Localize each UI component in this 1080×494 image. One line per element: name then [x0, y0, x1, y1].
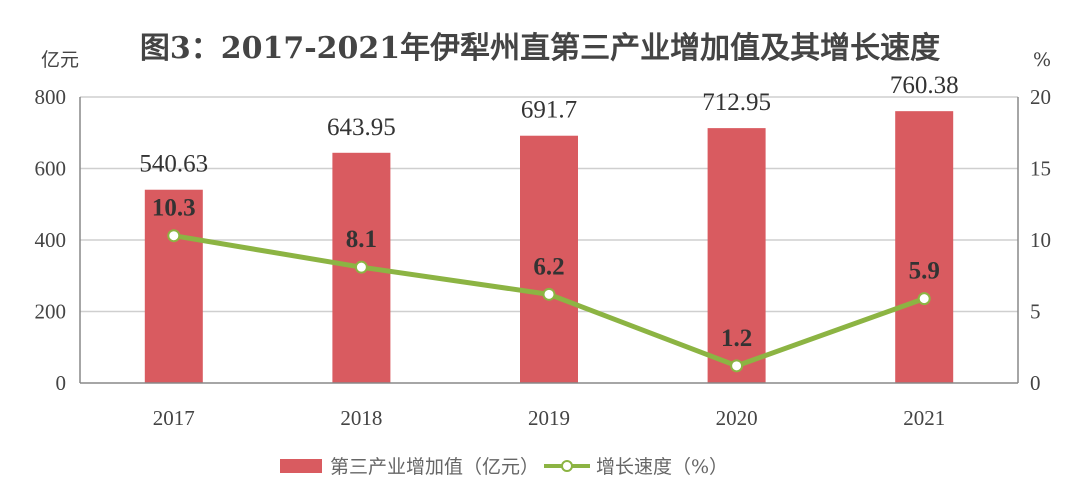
x-axis-tick-label: 2019: [528, 406, 570, 430]
line-point: [542, 287, 556, 301]
data-labels: 540.63 643.95 691.7 712.95 760.38 10.3 8.1 6.2 1…: [139, 72, 958, 352]
right-axis-unit: %: [1033, 49, 1051, 71]
bar-value-label: 760.38: [890, 72, 959, 99]
chart-title: 图3：2017-2021年伊犁州直第三产业增加值及其增长速度: [140, 31, 940, 66]
bar: [520, 135, 578, 383]
line-point: [730, 359, 744, 373]
x-axis-tick-label: 2021: [903, 406, 945, 430]
line-value-label: 10.3: [152, 195, 196, 222]
right-axis-tick-label: 0: [1030, 371, 1041, 395]
line-point: [917, 292, 931, 306]
x-axis-tick-label: 2020: [716, 406, 758, 430]
line-point: [354, 260, 368, 274]
bar: [707, 128, 766, 383]
legend-bar-label: 第三产业增加值（亿元）: [330, 456, 539, 478]
right-axis-tick-label: 5: [1030, 300, 1041, 324]
axes: 0 200 400 600 800 0 5 10 15 20 2017 2018 2019 2020 202…: [35, 85, 1052, 430]
right-axis-tick-label: 20: [1030, 85, 1051, 109]
left-axis-tick-label: 800: [35, 85, 67, 109]
left-axis-tick-label: 200: [35, 300, 67, 324]
bar-value-label: 540.63: [139, 151, 208, 178]
bar-value-label: 712.95: [702, 89, 771, 116]
bar: [895, 111, 954, 383]
line-value-label: 1.2: [721, 325, 752, 352]
legend-line-marker: [561, 460, 573, 472]
x-axis-tick-label: 2017: [153, 406, 195, 430]
legend-line-label: 增长速度（%）: [596, 456, 728, 478]
legend: 第三产业增加值（亿元） 增长速度（%）: [280, 456, 728, 478]
x-axis-tick-label: 2018: [340, 406, 382, 430]
bar-value-label: 691.7: [521, 97, 577, 124]
legend-bar-swatch: [280, 459, 322, 473]
left-axis-tick-label: 600: [35, 157, 67, 181]
left-axis-unit: 亿元: [41, 49, 79, 71]
bar: [144, 189, 203, 383]
line-point: [167, 229, 181, 243]
line-value-label: 5.9: [909, 258, 940, 285]
right-axis-tick-label: 10: [1030, 228, 1051, 252]
bar-value-label: 643.95: [327, 114, 396, 141]
left-axis-tick-label: 400: [35, 228, 67, 252]
line-series: [167, 229, 931, 373]
line-value-label: 6.2: [533, 253, 564, 280]
right-axis-tick-label: 15: [1030, 157, 1051, 181]
left-axis-tick-label: 0: [56, 371, 67, 395]
line-value-label: 8.1: [346, 226, 377, 253]
bar-series: [144, 111, 954, 383]
